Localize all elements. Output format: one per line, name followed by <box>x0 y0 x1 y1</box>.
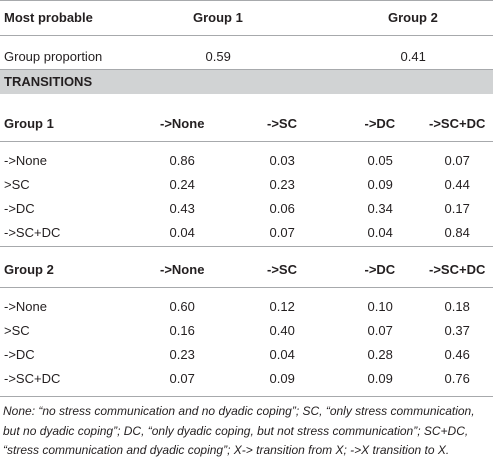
cell: 0.17 <box>444 201 470 216</box>
cell: 0.84 <box>444 225 470 240</box>
cell: 0.34 <box>367 201 393 216</box>
footnote: None: “no stress communication and no dy… <box>3 404 475 457</box>
cell: ->None <box>4 153 47 168</box>
header-cell: ->None <box>160 116 205 131</box>
header-cell: TRANSITIONS <box>4 74 93 89</box>
cell: 0.04 <box>269 347 295 362</box>
header-cell: ->DC <box>364 262 396 277</box>
cell: 0.09 <box>367 371 393 386</box>
cell: 0.05 <box>367 153 393 168</box>
cell: 0.43 <box>169 201 195 216</box>
cell: 0.86 <box>169 153 195 168</box>
header-cell: Group 2 <box>4 262 54 277</box>
cell: 0.09 <box>367 177 393 192</box>
rule <box>0 246 493 247</box>
header-cell: ->None <box>160 262 205 277</box>
rule <box>0 396 493 397</box>
cell: 0.07 <box>269 225 295 240</box>
cell: 0.07 <box>444 153 470 168</box>
cell: 0.24 <box>169 177 195 192</box>
cell: 0.23 <box>169 347 195 362</box>
rule <box>0 287 493 288</box>
cell: 0.59 <box>205 49 231 64</box>
cell: 0.18 <box>444 299 470 314</box>
rule <box>0 35 493 36</box>
cell: 0.28 <box>367 347 393 362</box>
cell: Group proportion <box>4 49 103 64</box>
header-cell: Most probable <box>4 10 93 25</box>
cell: 0.04 <box>367 225 393 240</box>
section-band <box>0 70 493 94</box>
cell: 0.09 <box>269 371 295 386</box>
header-cell: ->SC <box>267 116 297 131</box>
cell: ->DC <box>4 201 35 216</box>
cell: ->SC+DC <box>4 371 61 386</box>
rule <box>0 141 493 142</box>
header-cell: Group 1 <box>193 10 243 25</box>
cell: 0.46 <box>444 347 470 362</box>
cell: 0.16 <box>169 323 195 338</box>
header-cell: ->SC+DC <box>429 116 486 131</box>
cell: 0.41 <box>400 49 426 64</box>
cell: 0.03 <box>269 153 295 168</box>
cell: ->DC <box>4 347 35 362</box>
cell: 0.23 <box>269 177 295 192</box>
cell: ->None <box>4 299 47 314</box>
header-cell: ->SC+DC <box>429 262 486 277</box>
cell: 0.76 <box>444 371 470 386</box>
cell: 0.10 <box>367 299 393 314</box>
cell: 0.12 <box>269 299 295 314</box>
cell: 0.07 <box>169 371 195 386</box>
cell: 0.04 <box>169 225 195 240</box>
cell: 0.07 <box>367 323 393 338</box>
header-cell: ->SC <box>267 262 297 277</box>
rule <box>0 0 493 1</box>
cell: 0.40 <box>269 323 295 338</box>
cell: 0.06 <box>269 201 295 216</box>
cell: ->SC+DC <box>4 225 61 240</box>
header-cell: Group 1 <box>4 116 54 131</box>
cell: 0.60 <box>169 299 195 314</box>
cell: 0.44 <box>444 177 470 192</box>
rule <box>0 69 493 70</box>
cell: 0.37 <box>444 323 470 338</box>
header-cell: Group 2 <box>388 10 438 25</box>
cell: >SC <box>4 177 30 192</box>
cell: >SC <box>4 323 30 338</box>
header-cell: ->DC <box>364 116 396 131</box>
